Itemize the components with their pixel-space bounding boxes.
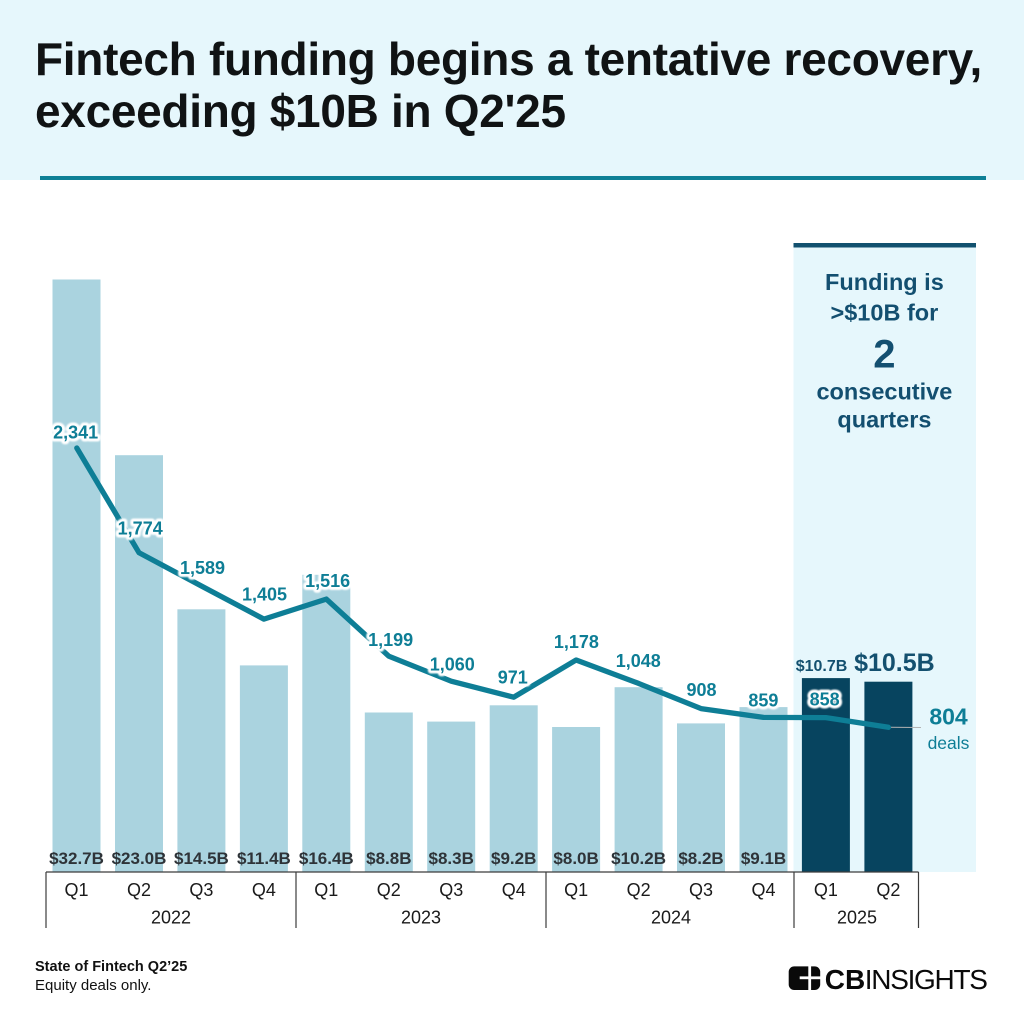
svg-text:908: 908 xyxy=(686,680,716,700)
svg-text:1,178: 1,178 xyxy=(554,632,599,652)
svg-text:858: 858 xyxy=(810,690,840,710)
svg-text:Q3: Q3 xyxy=(189,880,213,900)
svg-text:1,405: 1,405 xyxy=(242,585,287,605)
svg-text:971: 971 xyxy=(498,668,528,688)
svg-text:858: 858 xyxy=(810,690,840,710)
svg-text:Q2: Q2 xyxy=(377,880,401,900)
svg-text:971: 971 xyxy=(498,668,528,688)
svg-text:Funding is: Funding is xyxy=(825,269,944,295)
svg-text:1,060: 1,060 xyxy=(430,655,475,675)
svg-text:1,516: 1,516 xyxy=(305,571,350,591)
svg-text:$8.2B: $8.2B xyxy=(678,849,723,868)
svg-text:Q3: Q3 xyxy=(439,880,463,900)
svg-text:859: 859 xyxy=(748,690,778,710)
svg-text:2: 2 xyxy=(873,333,895,377)
svg-text:2025: 2025 xyxy=(837,908,877,928)
svg-text:Q4: Q4 xyxy=(252,880,276,900)
svg-text:Q2: Q2 xyxy=(876,880,900,900)
svg-text:Q3: Q3 xyxy=(689,880,713,900)
svg-text:908: 908 xyxy=(686,680,716,700)
svg-text:$9.1B: $9.1B xyxy=(741,849,786,868)
svg-text:$8.8B: $8.8B xyxy=(366,849,411,868)
svg-text:1,199: 1,199 xyxy=(368,630,413,650)
svg-text:1,589: 1,589 xyxy=(180,558,225,578)
svg-text:2022: 2022 xyxy=(151,908,191,928)
svg-text:1,516: 1,516 xyxy=(305,571,350,591)
svg-text:1,060: 1,060 xyxy=(430,655,475,675)
svg-text:1,589: 1,589 xyxy=(180,558,225,578)
svg-text:$9.2B: $9.2B xyxy=(491,849,536,868)
svg-text:2,341: 2,341 xyxy=(53,423,98,443)
svg-text:Q1: Q1 xyxy=(564,880,588,900)
svg-text:Q1: Q1 xyxy=(64,880,88,900)
svg-text:$16.4B: $16.4B xyxy=(299,849,354,868)
svg-text:859: 859 xyxy=(748,690,778,710)
svg-text:Q4: Q4 xyxy=(502,880,526,900)
svg-text:quarters: quarters xyxy=(837,407,931,433)
svg-text:$8.3B: $8.3B xyxy=(429,849,474,868)
svg-text:CB: CB xyxy=(825,964,865,995)
svg-text:$10.5B: $10.5B xyxy=(854,649,935,677)
svg-text:$32.7B: $32.7B xyxy=(49,849,104,868)
svg-text:$10.2B: $10.2B xyxy=(611,849,666,868)
svg-text:$11.4B: $11.4B xyxy=(237,849,291,868)
svg-text:2,341: 2,341 xyxy=(53,423,98,443)
svg-text:Q2: Q2 xyxy=(627,880,651,900)
svg-text:Q1: Q1 xyxy=(314,880,338,900)
svg-text:1,774: 1,774 xyxy=(118,519,163,539)
svg-text:1,048: 1,048 xyxy=(616,651,661,671)
svg-text:INSIGHTS: INSIGHTS xyxy=(865,964,987,995)
svg-text:1,405: 1,405 xyxy=(242,585,287,605)
svg-text:deals: deals xyxy=(928,733,970,753)
svg-text:$23.0B: $23.0B xyxy=(112,849,167,868)
svg-text:$10.7B: $10.7B xyxy=(796,658,848,675)
svg-text:2024: 2024 xyxy=(651,908,691,928)
svg-text:Q1: Q1 xyxy=(814,880,838,900)
svg-text:$8.0B: $8.0B xyxy=(553,849,598,868)
svg-text:>$10B for: >$10B for xyxy=(831,299,939,325)
svg-text:consecutive: consecutive xyxy=(816,378,952,404)
svg-text:1,774: 1,774 xyxy=(118,519,163,539)
svg-text:2023: 2023 xyxy=(401,908,441,928)
svg-text:1,178: 1,178 xyxy=(554,632,599,652)
svg-text:804: 804 xyxy=(929,704,968,730)
svg-text:Q2: Q2 xyxy=(127,880,151,900)
svg-text:$14.5B: $14.5B xyxy=(174,849,229,868)
svg-text:Q4: Q4 xyxy=(751,880,775,900)
svg-text:1,048: 1,048 xyxy=(616,651,661,671)
svg-text:1,199: 1,199 xyxy=(368,630,413,650)
